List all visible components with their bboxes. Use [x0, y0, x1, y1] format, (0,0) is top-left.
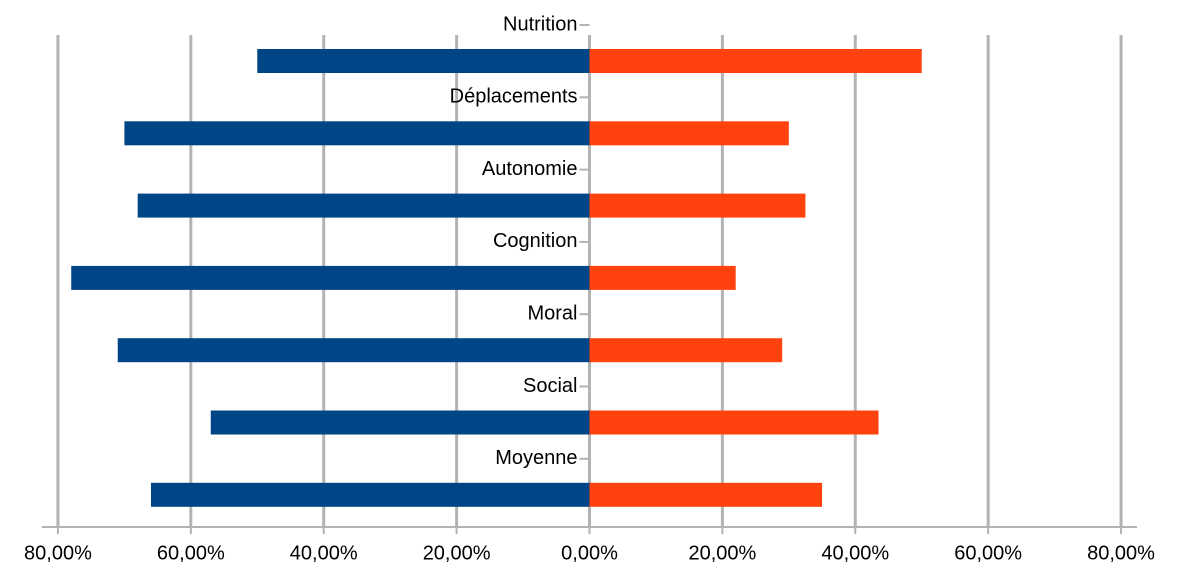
bar — [589, 410, 879, 435]
x-tick-label: 80,00% — [1087, 542, 1155, 564]
bar — [117, 338, 590, 363]
bar — [589, 265, 736, 290]
bar — [257, 49, 590, 73]
category-label: Nutrition — [503, 13, 577, 35]
bar — [589, 338, 783, 363]
bar — [124, 121, 590, 146]
x-tick-label: 0,00% — [561, 542, 618, 564]
category-label: Déplacements — [450, 86, 578, 108]
bar — [71, 265, 590, 290]
category-label: Moyenne — [495, 447, 577, 469]
bar — [589, 49, 922, 73]
x-tick-label: 60,00% — [157, 542, 225, 564]
x-tick-label: 20,00% — [688, 542, 756, 564]
bar — [137, 193, 590, 218]
category-label: Cognition — [493, 230, 578, 252]
bar — [589, 482, 823, 507]
x-tick-label: 40,00% — [290, 542, 358, 564]
bar — [589, 121, 789, 146]
category-label: Moral — [527, 302, 577, 324]
bar — [589, 193, 806, 218]
x-tick-label: 80,00% — [24, 542, 92, 564]
category-label: Autonomie — [482, 158, 578, 180]
x-tick-label: 40,00% — [821, 542, 889, 564]
bar — [150, 482, 590, 507]
bar — [210, 410, 590, 435]
x-tick-label: 60,00% — [954, 542, 1022, 564]
x-tick-label: 20,00% — [423, 542, 491, 564]
category-label: Social — [523, 375, 577, 397]
